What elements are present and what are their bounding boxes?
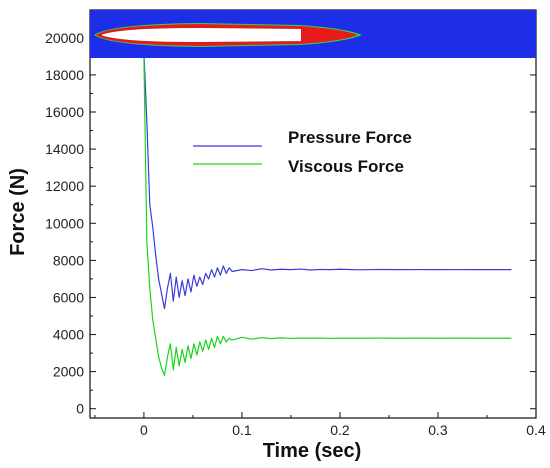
y-tick-label: 20000: [45, 30, 84, 46]
series-layer: [143, 52, 512, 376]
y-tick-label: 8000: [53, 252, 84, 268]
x-axis-title: Time (sec): [263, 440, 362, 462]
x-tick-label: 0.4: [526, 422, 546, 438]
y-tick-label: 14000: [45, 141, 84, 157]
x-tick-label: 0.3: [428, 422, 448, 438]
y-tick-label: 10000: [45, 215, 84, 231]
y-tick-label: 12000: [45, 178, 84, 194]
x-tick-label: 0.2: [330, 422, 350, 438]
legend-label-viscous: Viscous Force: [288, 157, 404, 176]
y-tick-label: 4000: [53, 327, 84, 343]
y-axis-title: Force (N): [7, 168, 29, 256]
x-tick-label: 0: [140, 422, 148, 438]
x-tick-label: 0.1: [232, 422, 252, 438]
y-tick-label: 6000: [53, 289, 84, 305]
legend: Pressure Force Viscous Force: [193, 128, 412, 176]
y-tick-label: 0: [76, 401, 84, 417]
y-tick-label: 18000: [45, 67, 84, 83]
y-axis: 0 2000 4000 6000 8000 10000 12000 14000 16000 180…: [45, 30, 536, 417]
series-line-pressure: [143, 52, 512, 310]
series-line-viscous: [143, 56, 512, 376]
flow-field-inset: [90, 10, 536, 58]
y-tick-label: 2000: [53, 364, 84, 380]
legend-label-pressure: Pressure Force: [288, 128, 412, 147]
inset-body-outline: [97, 25, 303, 45]
y-tick-label: 16000: [45, 104, 84, 120]
plot-frame: [89, 9, 537, 419]
inset-body: [99, 27, 302, 43]
